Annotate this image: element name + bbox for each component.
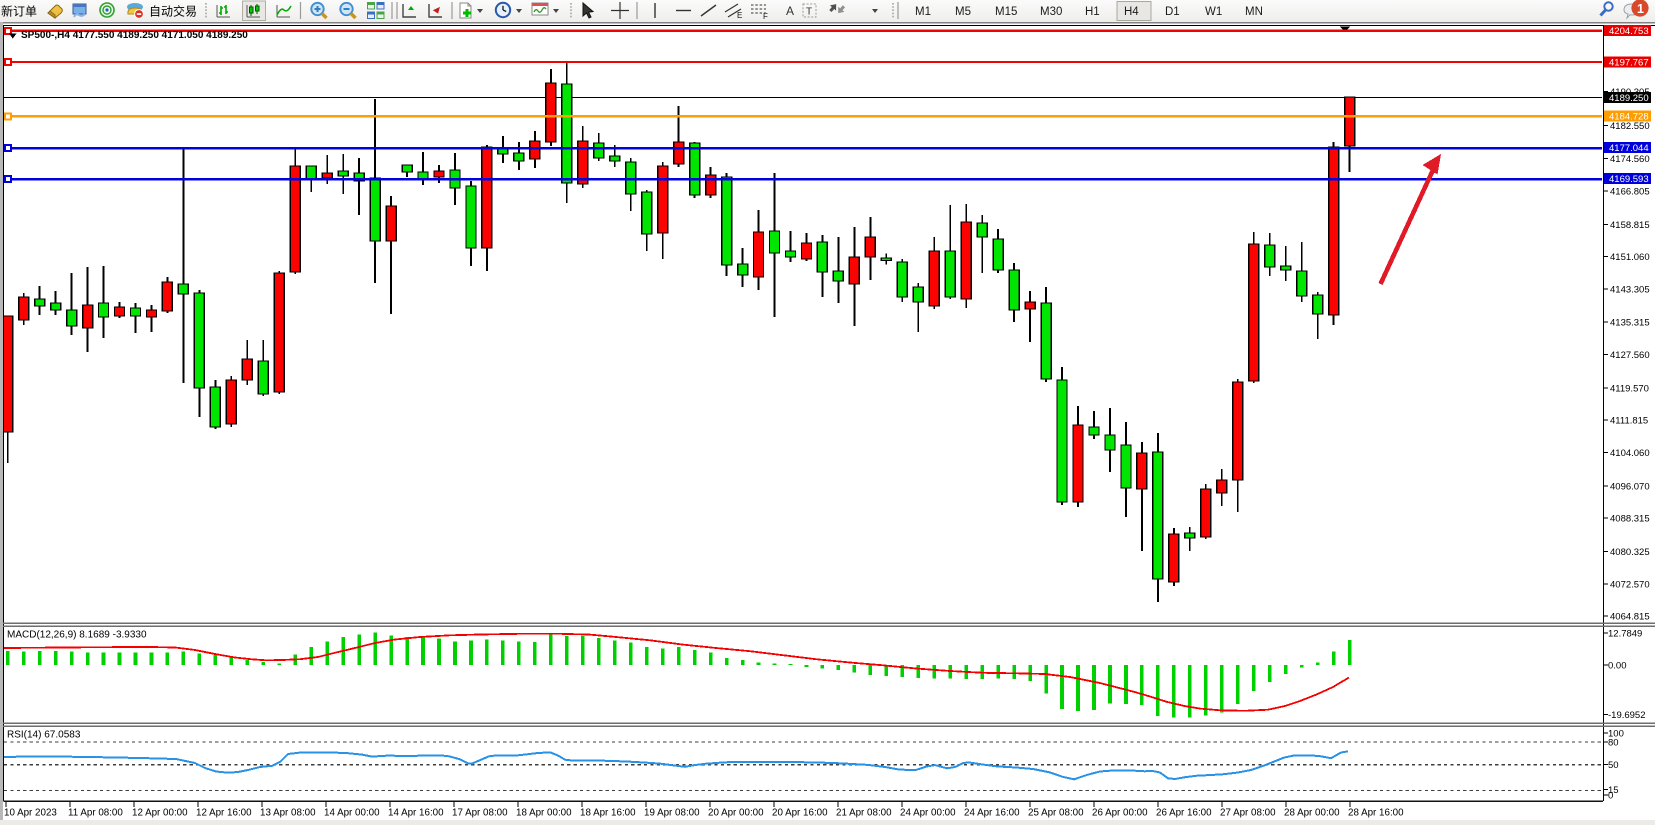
svg-text:4184.728: 4184.728 <box>1609 112 1649 123</box>
svg-text:4088.315: 4088.315 <box>1610 514 1650 525</box>
svg-text:4127.560: 4127.560 <box>1610 350 1650 361</box>
svg-text:4174.560: 4174.560 <box>1610 154 1650 165</box>
svg-text:28 Apr 00:00: 28 Apr 00:00 <box>1284 808 1340 819</box>
svg-text:4204.753: 4204.753 <box>1609 26 1649 37</box>
svg-text:H4: H4 <box>1124 6 1139 18</box>
svg-text:26 Apr 00:00: 26 Apr 00:00 <box>1092 808 1148 819</box>
svg-text:15: 15 <box>1608 785 1619 796</box>
svg-text:20 Apr 16:00: 20 Apr 16:00 <box>772 808 828 819</box>
svg-text:4064.815: 4064.815 <box>1610 612 1650 623</box>
svg-text:自动交易: 自动交易 <box>149 4 197 19</box>
svg-text:RSI(14) 67.0583: RSI(14) 67.0583 <box>7 730 81 741</box>
svg-text:MACD(12,26,9) 8.1689 -3.9330: MACD(12,26,9) 8.1689 -3.9330 <box>7 630 147 641</box>
svg-text:80: 80 <box>1608 737 1619 748</box>
svg-text:10 Apr 2023: 10 Apr 2023 <box>4 808 57 819</box>
svg-text:4158.815: 4158.815 <box>1610 220 1650 231</box>
svg-text:28 Apr 16:00: 28 Apr 16:00 <box>1348 808 1404 819</box>
svg-text:4096.070: 4096.070 <box>1610 481 1650 492</box>
svg-text:4080.325: 4080.325 <box>1610 547 1650 558</box>
svg-text:H1: H1 <box>1085 6 1100 18</box>
svg-text:18 Apr 00:00: 18 Apr 00:00 <box>516 808 572 819</box>
svg-text:T: T <box>806 7 812 18</box>
svg-text:4197.767: 4197.767 <box>1609 58 1649 69</box>
svg-text:4111.815: 4111.815 <box>1610 416 1648 427</box>
svg-text:17 Apr 08:00: 17 Apr 08:00 <box>452 808 508 819</box>
svg-text:4169.593: 4169.593 <box>1609 174 1649 185</box>
svg-text:4189.250: 4189.250 <box>1609 93 1649 104</box>
svg-text:4104.060: 4104.060 <box>1610 448 1650 459</box>
svg-text:-19.6952: -19.6952 <box>1608 710 1646 721</box>
svg-text:14 Apr 00:00: 14 Apr 00:00 <box>324 808 380 819</box>
svg-text:26 Apr 16:00: 26 Apr 16:00 <box>1156 808 1212 819</box>
svg-text:E: E <box>737 11 742 20</box>
svg-text:50: 50 <box>1608 760 1619 771</box>
svg-text:13 Apr 08:00: 13 Apr 08:00 <box>260 808 316 819</box>
svg-text:1: 1 <box>1637 2 1644 16</box>
svg-text:18 Apr 16:00: 18 Apr 16:00 <box>580 808 636 819</box>
svg-text:M15: M15 <box>995 6 1017 18</box>
svg-text:12.7849: 12.7849 <box>1608 629 1642 640</box>
svg-text:4166.805: 4166.805 <box>1610 186 1650 197</box>
svg-text:12 Apr 16:00: 12 Apr 16:00 <box>196 808 252 819</box>
svg-text:0.00: 0.00 <box>1608 661 1627 672</box>
svg-text:D1: D1 <box>1165 6 1180 18</box>
svg-text:25 Apr 08:00: 25 Apr 08:00 <box>1028 808 1084 819</box>
svg-text:4182.550: 4182.550 <box>1610 121 1650 132</box>
svg-text:4177.044: 4177.044 <box>1609 143 1649 154</box>
svg-text:21 Apr 08:00: 21 Apr 08:00 <box>836 808 892 819</box>
svg-text:4135.315: 4135.315 <box>1610 318 1650 329</box>
svg-text:14 Apr 16:00: 14 Apr 16:00 <box>388 808 444 819</box>
svg-text:W1: W1 <box>1205 6 1222 18</box>
svg-text:24 Apr 00:00: 24 Apr 00:00 <box>900 808 956 819</box>
svg-text:4151.060: 4151.060 <box>1610 252 1650 263</box>
svg-text:M1: M1 <box>915 6 931 18</box>
svg-text:4119.570: 4119.570 <box>1610 383 1649 394</box>
svg-text:新订单: 新订单 <box>1 4 37 19</box>
svg-text:27 Apr 08:00: 27 Apr 08:00 <box>1220 808 1276 819</box>
svg-text:A: A <box>786 4 794 18</box>
svg-text:SP500-,H4 4177.550 4189.250 4: SP500-,H4 4177.550 4189.250 4171.050 418… <box>21 30 248 41</box>
svg-text:MN: MN <box>1245 6 1263 18</box>
svg-text:M5: M5 <box>955 6 971 18</box>
svg-text:11 Apr 08:00: 11 Apr 08:00 <box>68 808 123 819</box>
svg-text:0: 0 <box>1608 791 1613 802</box>
svg-text:12 Apr 00:00: 12 Apr 00:00 <box>132 808 188 819</box>
svg-text:4072.570: 4072.570 <box>1610 579 1650 590</box>
svg-text:M30: M30 <box>1040 6 1062 18</box>
svg-text:20 Apr 00:00: 20 Apr 00:00 <box>708 808 764 819</box>
svg-text:19 Apr 08:00: 19 Apr 08:00 <box>644 808 700 819</box>
svg-text:4143.305: 4143.305 <box>1610 284 1650 295</box>
svg-text:100: 100 <box>1608 729 1624 740</box>
svg-text:24 Apr 16:00: 24 Apr 16:00 <box>964 808 1020 819</box>
svg-text:F: F <box>763 12 768 21</box>
